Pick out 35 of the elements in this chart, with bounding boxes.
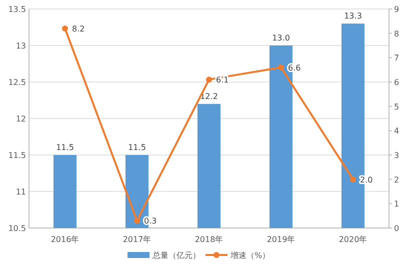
- data-label: 8.2: [72, 24, 85, 34]
- y-tick-label: 12: [16, 114, 26, 124]
- y2-tick-label: 7: [394, 54, 400, 63]
- legend-label: 增速（%）: [230, 251, 270, 260]
- point: [134, 218, 140, 224]
- y2-tick-label: 3: [394, 151, 400, 160]
- data-label: 11.5: [56, 143, 74, 152]
- point: [278, 64, 284, 70]
- data-label: 13.0: [272, 34, 290, 42]
- y2-tick-label: 6: [394, 78, 400, 87]
- y2-tick-label: 8: [394, 29, 400, 38]
- x-tick-label: 2020年: [338, 235, 368, 244]
- y2-tick-label: 2: [394, 175, 400, 184]
- point: [350, 176, 356, 182]
- y2-tick-label: 9: [394, 5, 400, 14]
- legend-label: 总量（亿元）: [152, 251, 200, 260]
- y2-tick-label: 1: [394, 200, 400, 209]
- point: [206, 76, 212, 83]
- x-tick-label: 2017年: [122, 235, 152, 244]
- point: [62, 25, 68, 32]
- data-label: 11.5: [128, 143, 146, 152]
- y-tick-label: 13: [16, 42, 26, 50]
- x-tick-label: 2019年: [266, 235, 296, 244]
- data-label: 13.3: [344, 12, 362, 21]
- x-tick-label: 2016年: [50, 235, 80, 244]
- y2-tick-label: 4: [394, 126, 400, 136]
- y2-tick-label: 0: [394, 224, 400, 233]
- y-tick-label: 11.5: [8, 151, 26, 160]
- data-label: 6.1: [216, 76, 229, 85]
- y-tick-label: 12.5: [8, 78, 26, 87]
- x-tick-label: 2018年: [194, 235, 224, 244]
- y2-tick-label: 5: [394, 102, 400, 112]
- y-tick-label: 10.5: [8, 224, 26, 233]
- y-tick-label: 11: [16, 188, 26, 196]
- y-tick-label: 13.5: [8, 5, 26, 14]
